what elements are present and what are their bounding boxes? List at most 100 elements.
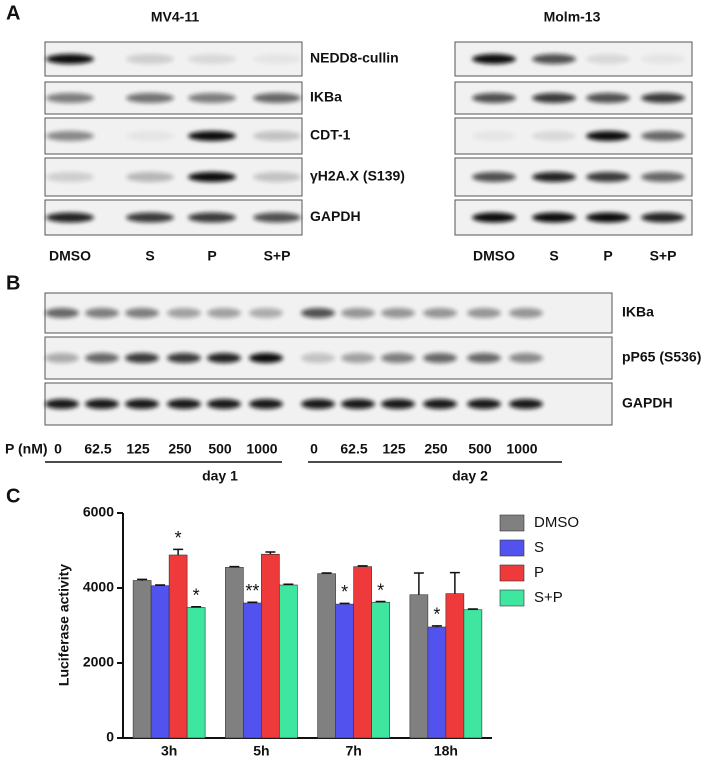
x-tick-label: 18h	[434, 743, 458, 759]
y-tick-label: 4000	[83, 579, 114, 595]
significance: *	[341, 582, 348, 602]
blot-band	[125, 353, 159, 363]
blot-band	[126, 93, 174, 103]
blot-band	[188, 93, 236, 103]
bar	[132, 580, 152, 739]
bar	[243, 602, 262, 739]
bar	[186, 607, 206, 739]
error-bar	[339, 602, 350, 605]
blot-band	[641, 212, 685, 223]
bar	[409, 594, 429, 739]
legend-swatch	[499, 514, 525, 532]
protein-label: pP65 (S536)	[622, 349, 701, 365]
blot-band	[46, 172, 94, 182]
blot-band	[641, 131, 685, 141]
blot-band	[188, 131, 236, 141]
dose-value: 62.5	[84, 441, 111, 457]
blot-band	[467, 353, 501, 363]
blot-band	[126, 54, 174, 64]
blot-band	[45, 353, 79, 363]
cell-line: MV4-11	[151, 9, 199, 25]
protein-label: γH2A.X (S139)	[310, 168, 405, 184]
blot-band	[126, 212, 174, 223]
significance: *	[175, 528, 182, 548]
blot-band	[125, 399, 159, 409]
error-bar	[413, 572, 424, 595]
blot-band	[472, 212, 516, 223]
blot-band	[253, 54, 301, 64]
blot-band	[85, 308, 119, 318]
bar	[168, 554, 188, 739]
blot-band	[423, 399, 457, 409]
bar	[445, 593, 465, 739]
blot-band	[46, 93, 94, 103]
legend-label: P	[534, 564, 544, 581]
dose-value: 1000	[506, 441, 537, 457]
blot-band	[85, 399, 119, 409]
lane-label: S	[549, 248, 558, 264]
blot-band	[253, 93, 301, 103]
day-label: day 1	[202, 468, 238, 484]
blot-band	[167, 353, 201, 363]
protein-label: GAPDH	[310, 208, 361, 224]
legend-swatch	[499, 589, 525, 607]
lane-label: S+P	[650, 248, 677, 264]
significance: *	[377, 580, 384, 600]
error-bar	[467, 608, 478, 610]
legend-label: DMSO	[534, 514, 579, 531]
blot-band	[532, 93, 576, 103]
dose-value: 125	[382, 441, 406, 457]
blot-band	[532, 212, 576, 223]
error-bar	[155, 584, 166, 586]
blot-band	[472, 172, 516, 182]
bar	[261, 553, 280, 739]
bar	[353, 566, 372, 739]
blot-band	[249, 399, 283, 409]
blot-band	[586, 93, 630, 103]
lane-label: P	[207, 248, 216, 264]
blot-band	[641, 54, 685, 64]
blot-band	[301, 308, 335, 318]
blot-band	[45, 308, 79, 318]
blot-band	[641, 93, 685, 103]
legend-label: S	[534, 539, 544, 556]
y-axis-label: Luciferase activity	[56, 564, 72, 686]
panel-label: C	[6, 485, 20, 507]
blot-band	[586, 131, 630, 141]
error-bar	[137, 578, 148, 581]
protein-label: IKBa	[622, 304, 654, 320]
blot-band	[188, 172, 236, 182]
blot-band	[125, 308, 159, 318]
blot-band	[126, 172, 174, 182]
blot-band	[381, 399, 415, 409]
blot-band	[46, 54, 94, 64]
bar	[427, 626, 447, 739]
significance: *	[433, 605, 440, 625]
blot-band	[532, 131, 576, 141]
error-bar	[283, 583, 294, 585]
error-bar	[229, 565, 240, 568]
dose-value: 250	[424, 441, 448, 457]
blot-band	[45, 399, 79, 409]
blot-band	[207, 399, 241, 409]
blot-band	[249, 308, 283, 318]
dose-label: P (nM)	[5, 441, 48, 457]
error-bar	[375, 600, 386, 603]
blot-band	[381, 353, 415, 363]
protein-label: NEDD8-cullin	[310, 50, 399, 66]
legend-label: S+P	[534, 589, 563, 606]
blot-band	[253, 131, 301, 141]
lane-label: DMSO	[49, 248, 91, 264]
blot-band	[301, 399, 335, 409]
bar	[463, 609, 483, 739]
blot-band	[472, 131, 516, 141]
blot-band	[188, 54, 236, 64]
error-bar	[265, 551, 276, 555]
blot-band	[46, 131, 94, 141]
legend-swatch	[499, 564, 525, 582]
lane-label: DMSO	[473, 248, 515, 264]
blot-band	[472, 54, 516, 64]
error-bar	[247, 601, 258, 603]
blot-band	[423, 353, 457, 363]
blot-band	[253, 212, 301, 223]
